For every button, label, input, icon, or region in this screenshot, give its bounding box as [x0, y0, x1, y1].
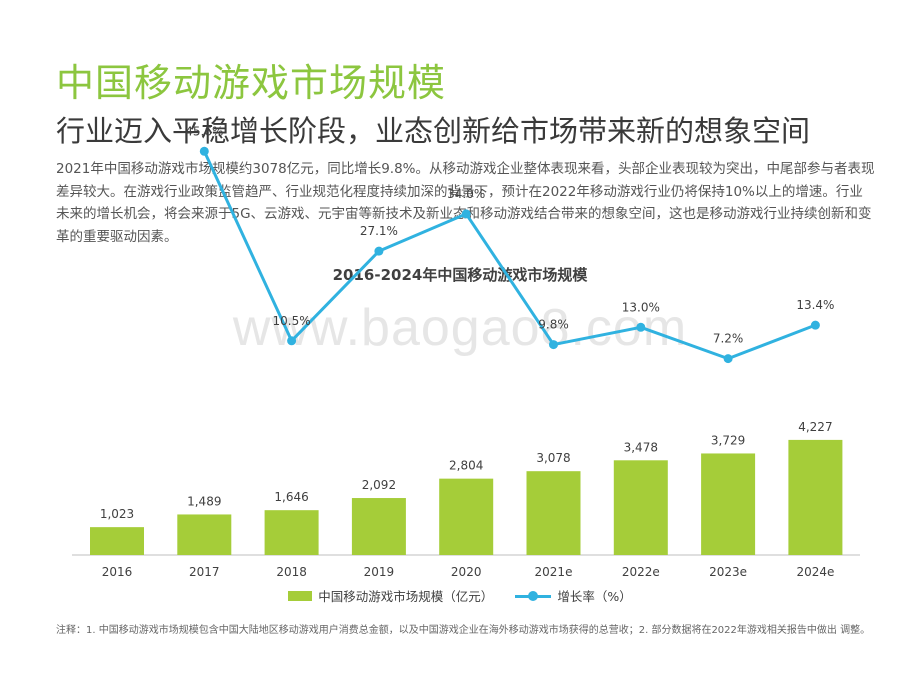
growth-rate-point [549, 340, 558, 350]
legend-label-market-size: 中国移动游戏市场规模（亿元） [318, 589, 494, 604]
growth-rate-point [374, 246, 384, 256]
growth-rate-point [810, 320, 820, 330]
growth-rate-point [636, 322, 646, 332]
legend-item-market-size: 中国移动游戏市场规模（亿元） [288, 586, 493, 605]
growth-rate-point [199, 146, 209, 156]
bar-value-label: 2,092 [362, 478, 396, 492]
bar-2020 [439, 478, 494, 555]
page-title: 中国移动游戏市场规模 [56, 61, 447, 105]
page-subtitle: 行业迈入平稳增长阶段，业态创新给市场带来新的想象空间 [56, 114, 811, 148]
growth-rate-label: 13.0% [622, 300, 660, 314]
bar-2022e [613, 460, 668, 555]
bar-2017 [177, 514, 232, 555]
x-tick-label: 2018 [276, 565, 307, 579]
x-tick-label: 2023e [709, 565, 747, 579]
bar-value-label: 2,804 [449, 459, 483, 473]
bar-value-label: 1,646 [274, 490, 308, 504]
bar-value-label: 1,023 [100, 507, 134, 521]
chart-title: 2016-2024年中国移动游戏市场规模 [332, 266, 588, 284]
x-tick-label: 2017 [189, 565, 220, 579]
growth-rate-label: 7.2% [713, 332, 744, 346]
growth-rate-point [287, 336, 297, 346]
chart-legend: 中国移动游戏市场规模（亿元） 增长率（%） [0, 586, 920, 605]
x-tick-label: 2020 [451, 565, 482, 579]
bar-value-label: 1,489 [187, 494, 221, 508]
bar-2018 [264, 510, 319, 555]
growth-rate-label: 27.1% [360, 224, 398, 238]
growth-rate-label: 34.0% [447, 187, 485, 201]
bar-2019 [351, 498, 406, 555]
growth-rate-label: 10.5% [273, 314, 311, 328]
x-tick-label: 2022e [622, 565, 660, 579]
bar-value-label: 3,078 [536, 451, 570, 465]
x-tick-label: 2019 [364, 565, 395, 579]
growth-rate-label: 9.8% [538, 318, 569, 332]
legend-item-growth-rate: 增长率（%） [515, 586, 632, 605]
x-tick-label: 2016 [102, 565, 133, 579]
x-tick-label: 2021e [535, 565, 573, 579]
growth-rate-label: 13.4% [796, 298, 834, 312]
legend-bar-swatch [288, 590, 313, 601]
bar-value-label: 4,227 [798, 420, 832, 434]
bar-value-label: 3,729 [711, 433, 745, 447]
x-tick-label: 2024e [796, 565, 834, 579]
footnote: 注释：1. 中国移动游戏市场规模包含中国大陆地区移动游戏用户消费总金额，以及中国… [56, 625, 871, 636]
bar-value-label: 3,478 [624, 440, 658, 454]
growth-rate-point [723, 354, 733, 364]
watermark-text: www.baogao8.com [232, 299, 688, 357]
summary-paragraph: 2021年中国移动游戏市场规模约3078亿元，同比增长9.8%。从移动游戏企业整… [56, 161, 875, 245]
bar-2024e [788, 439, 843, 555]
growth-rate-line [202, 150, 816, 361]
bar-2023e [701, 453, 756, 555]
growth-rate-label: 45.6% [185, 124, 223, 138]
growth-rate-point [461, 209, 471, 219]
bar-2021e [526, 471, 581, 555]
legend-label-growth-rate: 增长率（%） [557, 589, 632, 604]
legend-line-swatch [515, 590, 552, 602]
bar-2016 [90, 527, 144, 555]
